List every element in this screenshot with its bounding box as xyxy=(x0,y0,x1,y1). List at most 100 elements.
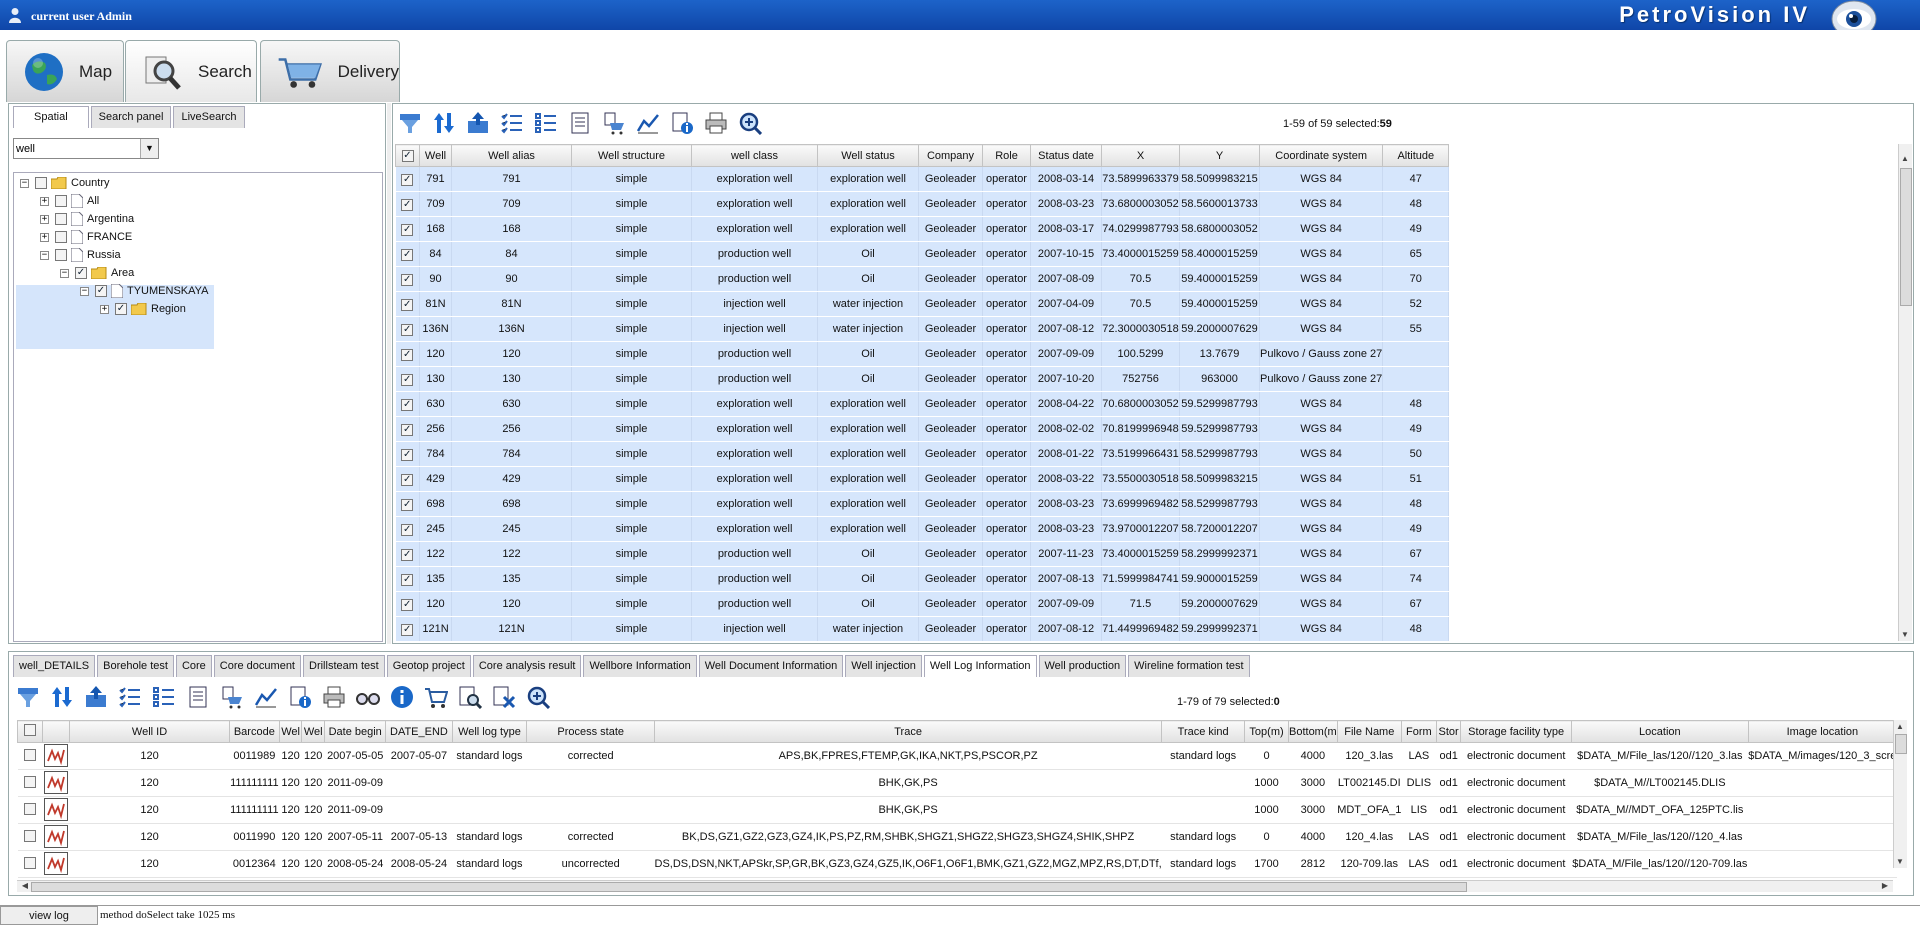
logs-vertical-scrollbar[interactable]: ▲ ▼ xyxy=(1893,720,1907,868)
info-icon[interactable] xyxy=(389,684,415,710)
tree-checkbox[interactable] xyxy=(55,195,67,207)
row-checkbox-cell[interactable] xyxy=(395,341,420,367)
row-checkbox[interactable] xyxy=(401,423,414,436)
export-table-icon[interactable] xyxy=(465,110,491,136)
tree-checkbox[interactable] xyxy=(115,303,127,315)
row-checkbox[interactable] xyxy=(401,623,414,636)
tab-detail[interactable]: Well Document Information xyxy=(698,655,844,677)
tab-detail[interactable]: Geotop project xyxy=(386,655,471,677)
column-header[interactable]: Top(m) xyxy=(1244,720,1289,743)
deselect-all-icon[interactable] xyxy=(533,110,559,136)
tree-checkbox[interactable] xyxy=(55,231,67,243)
row-checkbox[interactable] xyxy=(401,573,414,586)
zoom-search-icon[interactable] xyxy=(737,110,763,136)
tab-spatial[interactable]: Spatial xyxy=(13,106,89,128)
row-checkbox-cell[interactable] xyxy=(395,466,420,492)
collapse-icon[interactable]: − xyxy=(40,249,49,260)
remove-doc-icon[interactable] xyxy=(491,684,517,710)
view-log-button[interactable]: view log xyxy=(0,906,98,925)
row-checkbox[interactable] xyxy=(23,802,36,815)
row-checkbox-cell[interactable] xyxy=(17,823,43,851)
entity-select-input[interactable] xyxy=(14,139,134,158)
column-header[interactable]: Altitude xyxy=(1382,144,1450,167)
column-header[interactable]: Wel xyxy=(278,720,303,743)
column-header[interactable]: Well status xyxy=(817,144,919,167)
collapse-icon[interactable]: − xyxy=(20,177,29,188)
tree-node-all[interactable]: + All xyxy=(40,192,99,210)
column-header[interactable]: Well log type xyxy=(451,720,528,743)
row-checkbox[interactable] xyxy=(401,548,414,561)
column-header[interactable]: well class xyxy=(691,144,818,167)
row-checkbox[interactable] xyxy=(401,198,414,211)
tab-detail[interactable]: Well production xyxy=(1038,655,1127,677)
select-all-icon[interactable] xyxy=(499,110,525,136)
row-checkbox[interactable] xyxy=(401,273,414,286)
tree-node-region[interactable]: + Region xyxy=(100,300,186,318)
row-checkbox[interactable] xyxy=(401,598,414,611)
logs-horizontal-scrollbar[interactable]: ◀ ▶ xyxy=(17,880,1893,892)
row-checkbox-cell[interactable] xyxy=(395,266,420,292)
column-header[interactable]: X xyxy=(1101,144,1180,167)
expand-icon[interactable]: + xyxy=(40,213,49,224)
print-icon[interactable] xyxy=(703,110,729,136)
collapse-icon[interactable]: − xyxy=(80,285,89,296)
column-header[interactable]: Image location xyxy=(1747,720,1897,743)
row-checkbox[interactable] xyxy=(401,348,414,361)
row-checkbox-cell[interactable] xyxy=(395,591,420,617)
row-checkbox-cell[interactable] xyxy=(395,541,420,567)
column-header[interactable]: Stor xyxy=(1435,720,1462,743)
row-checkbox-cell[interactable] xyxy=(395,491,420,517)
tab-detail[interactable]: Wellbore Information xyxy=(583,655,697,677)
tree-node-country[interactable]: − Country xyxy=(20,174,110,192)
expand-icon[interactable]: + xyxy=(100,303,109,314)
row-checkbox[interactable] xyxy=(23,748,36,761)
row-checkbox[interactable] xyxy=(401,323,414,336)
tab-search-panel[interactable]: Search panel xyxy=(90,106,172,128)
row-checkbox[interactable] xyxy=(401,248,414,261)
add-to-cart-icon[interactable] xyxy=(219,684,245,710)
zoom-search-icon[interactable] xyxy=(525,684,551,710)
tree-node-france[interactable]: + FRANCE xyxy=(40,228,132,246)
document-info-icon[interactable] xyxy=(287,684,313,710)
horizontal-splitter[interactable] xyxy=(8,645,1914,649)
tab-detail[interactable]: well_DETAILS xyxy=(13,655,96,677)
column-header[interactable]: Bottom(m xyxy=(1288,720,1338,743)
select-all-icon[interactable] xyxy=(117,684,143,710)
column-header[interactable]: Company xyxy=(918,144,983,167)
column-header[interactable]: File Name xyxy=(1336,720,1402,743)
row-checkbox[interactable] xyxy=(401,473,414,486)
document-info-icon[interactable] xyxy=(669,110,695,136)
tab-map[interactable]: Map xyxy=(6,40,124,102)
row-checkbox-cell[interactable] xyxy=(17,850,43,878)
row-checkbox-cell[interactable] xyxy=(395,391,420,417)
tree-checkbox[interactable] xyxy=(35,177,47,189)
chevron-down-icon[interactable]: ▼ xyxy=(140,139,158,158)
export-table-icon[interactable] xyxy=(83,684,109,710)
log-curve-icon[interactable] xyxy=(43,825,68,849)
column-header[interactable]: Process state xyxy=(526,720,656,743)
row-checkbox-cell[interactable] xyxy=(395,291,420,317)
tree-checkbox[interactable] xyxy=(75,267,87,279)
expand-icon[interactable]: + xyxy=(40,195,49,206)
row-checkbox[interactable] xyxy=(401,523,414,536)
column-header[interactable]: Status date xyxy=(1030,144,1102,167)
table-row[interactable]: 120 0011989 120 120 2007-05-05 2007-05-07 stan… xyxy=(17,742,1897,770)
column-header[interactable]: Coordinate system xyxy=(1258,144,1384,167)
header-select-all[interactable] xyxy=(17,720,43,743)
row-checkbox-cell[interactable] xyxy=(395,516,420,542)
tree-checkbox[interactable] xyxy=(95,285,107,297)
expand-icon[interactable]: + xyxy=(40,231,49,242)
vertical-splitter[interactable] xyxy=(387,103,391,644)
tab-livesearch[interactable]: LiveSearch xyxy=(173,106,245,128)
table-row[interactable]: 120 0011990 120 120 2007-05-11 2007-05-13 stan… xyxy=(17,823,1897,851)
tree-node-russia[interactable]: − Russia xyxy=(40,246,121,264)
